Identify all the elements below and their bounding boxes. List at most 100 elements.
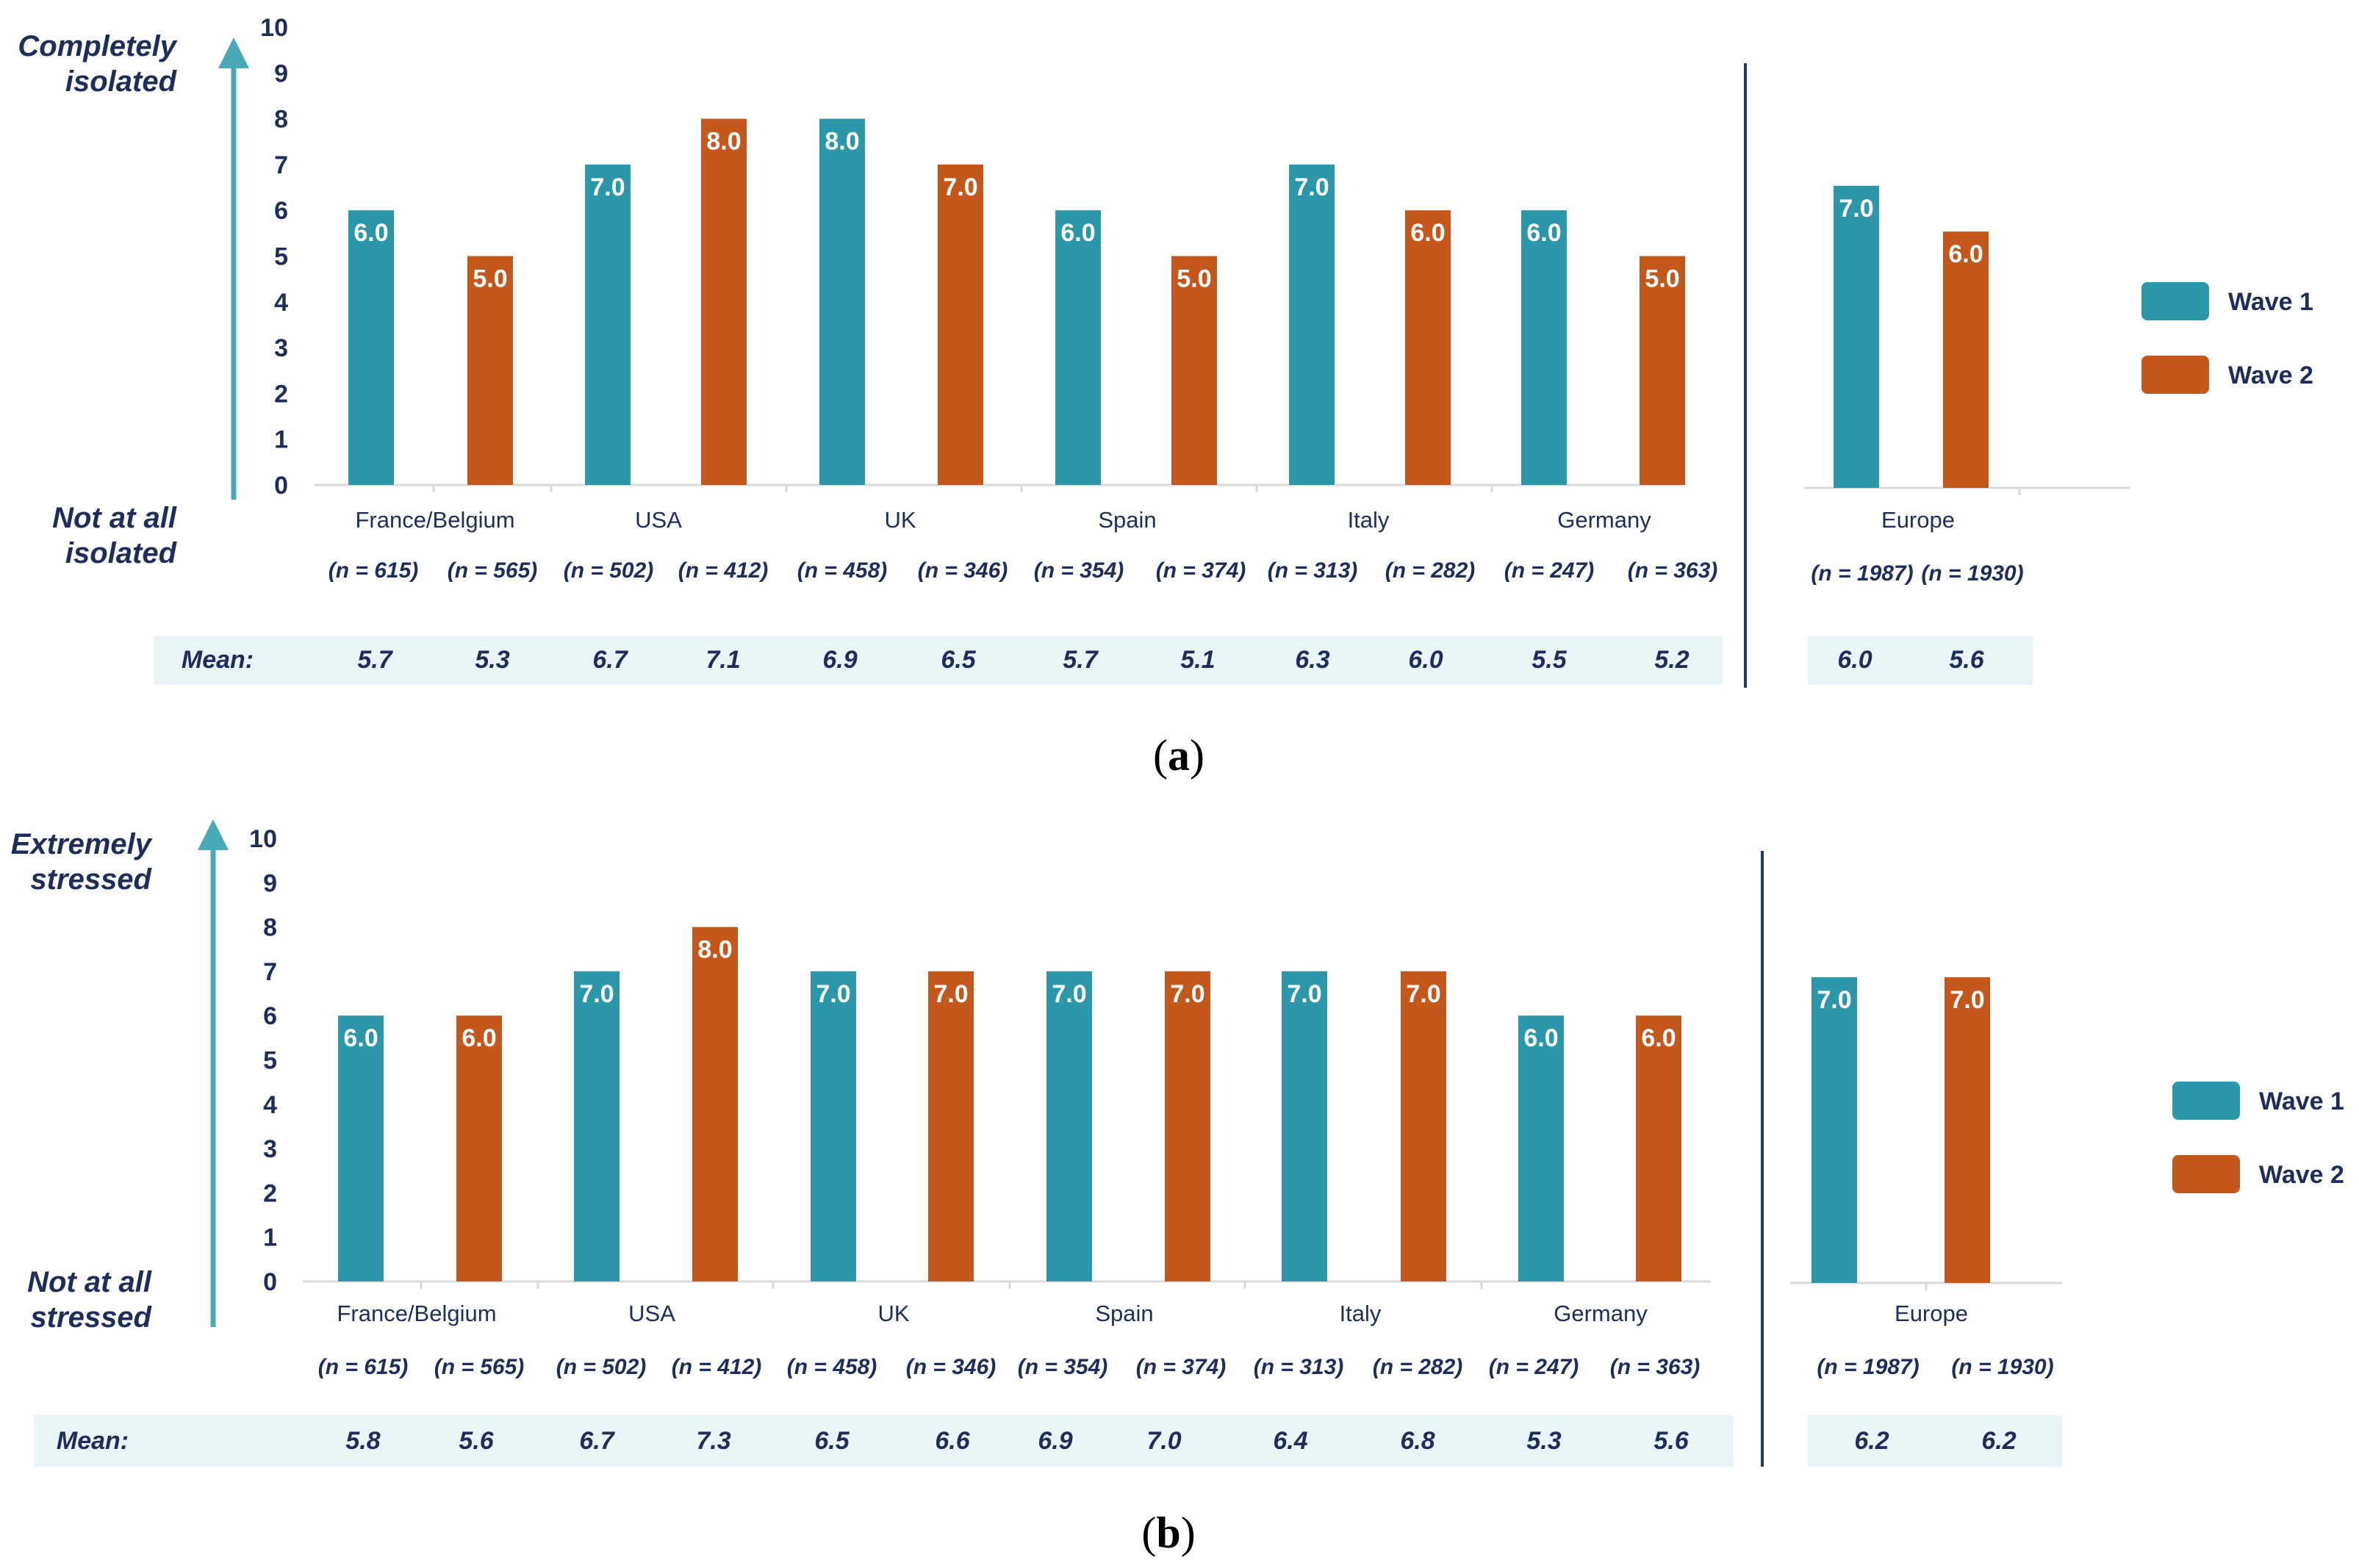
bar-1-spain [1055,210,1101,485]
sample-size-label: (n = 346) [918,558,1008,583]
sample-size-label: (n = 615) [318,1355,409,1379]
mean-value: 5.6 [459,1427,494,1455]
category-label: France/Belgium [355,507,514,533]
bar-value-label: 7.0 [933,980,968,1008]
sample-size-label: (n = 363) [1610,1355,1701,1379]
category-label: UK [884,507,916,533]
sample-size-label: (n = 247) [1489,1355,1579,1379]
y-tick-label: 3 [274,334,288,362]
mean-value: 5.5 [1532,646,1567,674]
sample-size-label: (n = 502) [556,1355,647,1379]
mean-value: 6.5 [814,1427,850,1455]
y-tick-label: 1 [274,426,288,454]
mean-value: 6.9 [1038,1427,1072,1455]
mean-value: 5.7 [357,646,393,674]
bar-value-label: 7.0 [1052,980,1086,1008]
bar-2-spain [1171,256,1217,485]
mean-value: 7.3 [696,1427,730,1455]
figure-caption: (b) [1141,1508,1195,1557]
sample-size-label: (n = 1930) [1921,561,2023,586]
y-axis-bottom-label: Not at all [27,1266,152,1298]
bar-1-usa [585,164,631,485]
category-label: Spain [1098,507,1156,533]
y-tick-label: 8 [274,106,288,134]
mean-value: 6.4 [1273,1427,1307,1455]
y-axis-bottom-label: stressed [30,1301,152,1334]
sample-size-label: (n = 354) [1018,1355,1108,1379]
mean-value: 6.0 [1408,646,1443,674]
sample-size-label: (n = 313) [1268,558,1358,583]
bar-value-label: 5.0 [1177,265,1211,293]
europe-mean-value: 6.2 [1981,1427,2016,1455]
bar-europe-wave-2 [1945,977,1990,1283]
bar-europe-wave-2 [1943,231,1989,488]
y-tick-label: 2 [263,1179,277,1207]
y-tick-label: 10 [249,825,277,853]
mean-value: 5.3 [1526,1427,1561,1455]
y-tick-label: 3 [263,1135,277,1163]
bar-value-label: 6.0 [1526,219,1561,247]
mean-value: 6.8 [1400,1427,1435,1455]
bar-value-label: 7.0 [1287,980,1321,1008]
bar-europe-wave-1 [1812,977,1857,1283]
mean-value: 5.8 [345,1427,380,1455]
y-tick-label: 1 [263,1224,277,1252]
mean-value: 5.2 [1654,646,1689,674]
legend-swatch-wave-2 [2172,1155,2240,1193]
sample-size-label: (n = 282) [1373,1355,1463,1379]
bar-2-germany [1636,1015,1681,1281]
bar-1-uk [819,118,865,485]
mean-value: 5.1 [1180,646,1215,674]
y-tick-label: 2 [274,380,288,408]
mean-label: Mean: [182,646,254,674]
y-tick-label: 6 [274,197,288,225]
bar-value-label: 6.0 [353,219,388,247]
bar-value-label: 6.0 [1523,1024,1558,1052]
sample-size-label: (n = 354) [1034,558,1124,583]
y-tick-label: 4 [274,289,288,317]
bar-value-label: 7.0 [1294,173,1329,201]
figure-caption: (a) [1153,731,1204,780]
y-tick-label: 6 [263,1002,277,1030]
category-label-europe: Europe [1895,1301,1968,1326]
category-label: Germany [1557,507,1651,533]
bar-value-label: 7.0 [1170,980,1204,1008]
bar-value-label: 5.0 [473,265,507,293]
legend-label-wave-1: Wave 1 [2228,288,2313,316]
mean-value: 6.5 [941,646,976,674]
category-label: Spain [1095,1301,1153,1326]
sample-size-label: (n = 412) [672,1355,762,1379]
bar-2-francebelgium [456,1015,502,1281]
bar-2-spain [1165,971,1210,1281]
category-label: UK [877,1301,909,1326]
bar-value-label: 7.0 [1839,195,1873,223]
bar-2-germany [1640,256,1685,485]
europe-mean-band [1808,1415,2062,1467]
bar-value-label: 6.0 [1410,219,1445,247]
mean-value: 6.3 [1295,646,1329,674]
category-label: USA [635,507,682,533]
sample-size-label: (n = 565) [448,558,538,583]
category-label: France/Belgium [337,1301,496,1326]
category-label: Italy [1340,1301,1382,1326]
bar-1-germany [1518,1015,1564,1281]
legend-label-wave-1: Wave 1 [2259,1087,2344,1115]
sample-size-label: (n = 247) [1504,558,1595,583]
sample-size-label: (n = 346) [906,1355,997,1379]
bar-1-italy [1289,164,1335,485]
y-tick-label: 5 [263,1047,277,1075]
europe-mean-value: 6.2 [1854,1427,1889,1455]
bar-1-italy [1282,971,1327,1281]
bar-value-label: 7.0 [1406,980,1440,1008]
y-tick-label: 8 [263,914,277,942]
y-axis-top-label: Extremely [11,828,153,860]
mean-band [154,636,1723,685]
legend-label-wave-2: Wave 2 [2228,362,2313,389]
bar-value-label: 6.0 [462,1024,496,1052]
sample-size-label: (n = 458) [797,558,888,583]
bar-value-label: 6.0 [1060,219,1095,247]
mean-value: 6.6 [935,1427,970,1455]
category-label: Italy [1348,507,1390,533]
